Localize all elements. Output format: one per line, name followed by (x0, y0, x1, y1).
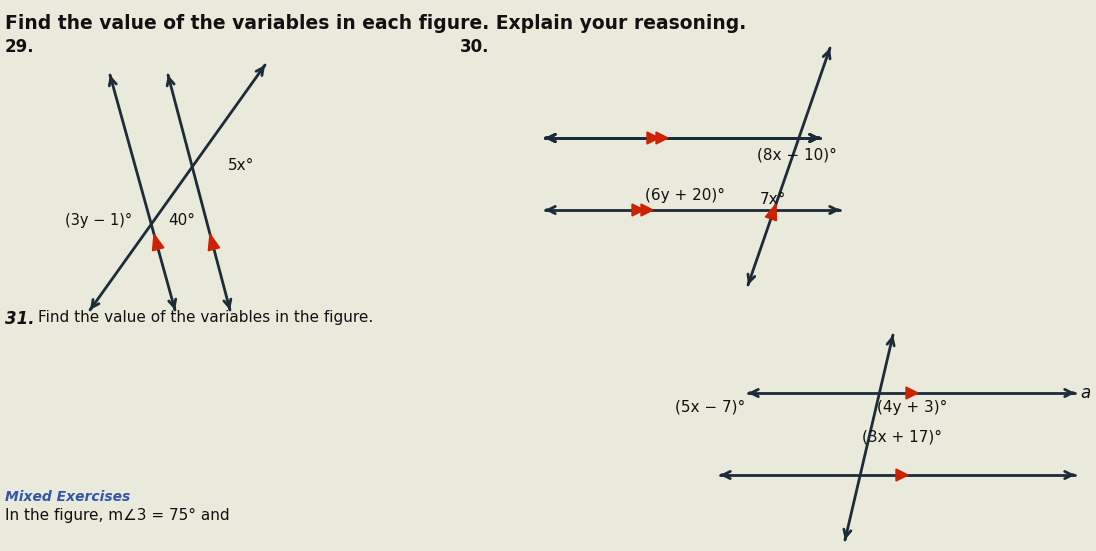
Text: a: a (1080, 384, 1091, 402)
Polygon shape (632, 204, 644, 216)
Polygon shape (765, 204, 776, 221)
Text: 7x°: 7x° (760, 192, 786, 207)
Text: (6y + 20)°: (6y + 20)° (646, 188, 724, 203)
Polygon shape (897, 469, 907, 481)
Text: Find the value of the variables in the figure.: Find the value of the variables in the f… (38, 310, 374, 325)
Polygon shape (657, 132, 667, 144)
Text: 31.: 31. (5, 310, 35, 328)
Text: (3y − 1)°: (3y − 1)° (65, 213, 133, 228)
Polygon shape (641, 204, 653, 216)
Text: 29.: 29. (5, 38, 35, 56)
Polygon shape (647, 132, 659, 144)
Text: (3x + 17)°: (3x + 17)° (861, 430, 941, 445)
Text: 40°: 40° (168, 213, 195, 228)
Text: 30.: 30. (460, 38, 490, 56)
Polygon shape (906, 387, 918, 399)
Polygon shape (152, 234, 163, 251)
Text: 5x°: 5x° (228, 158, 254, 173)
Text: (4y + 3)°: (4y + 3)° (877, 400, 947, 415)
Polygon shape (208, 234, 219, 251)
Text: Mixed Exercises: Mixed Exercises (5, 490, 130, 504)
Text: In the figure, m∠3 = 75° and: In the figure, m∠3 = 75° and (5, 508, 230, 523)
Text: (8x − 10)°: (8x − 10)° (757, 148, 837, 163)
Text: (5x − 7)°: (5x − 7)° (675, 400, 745, 415)
Text: Find the value of the variables in each figure. Explain your reasoning.: Find the value of the variables in each … (5, 14, 746, 33)
